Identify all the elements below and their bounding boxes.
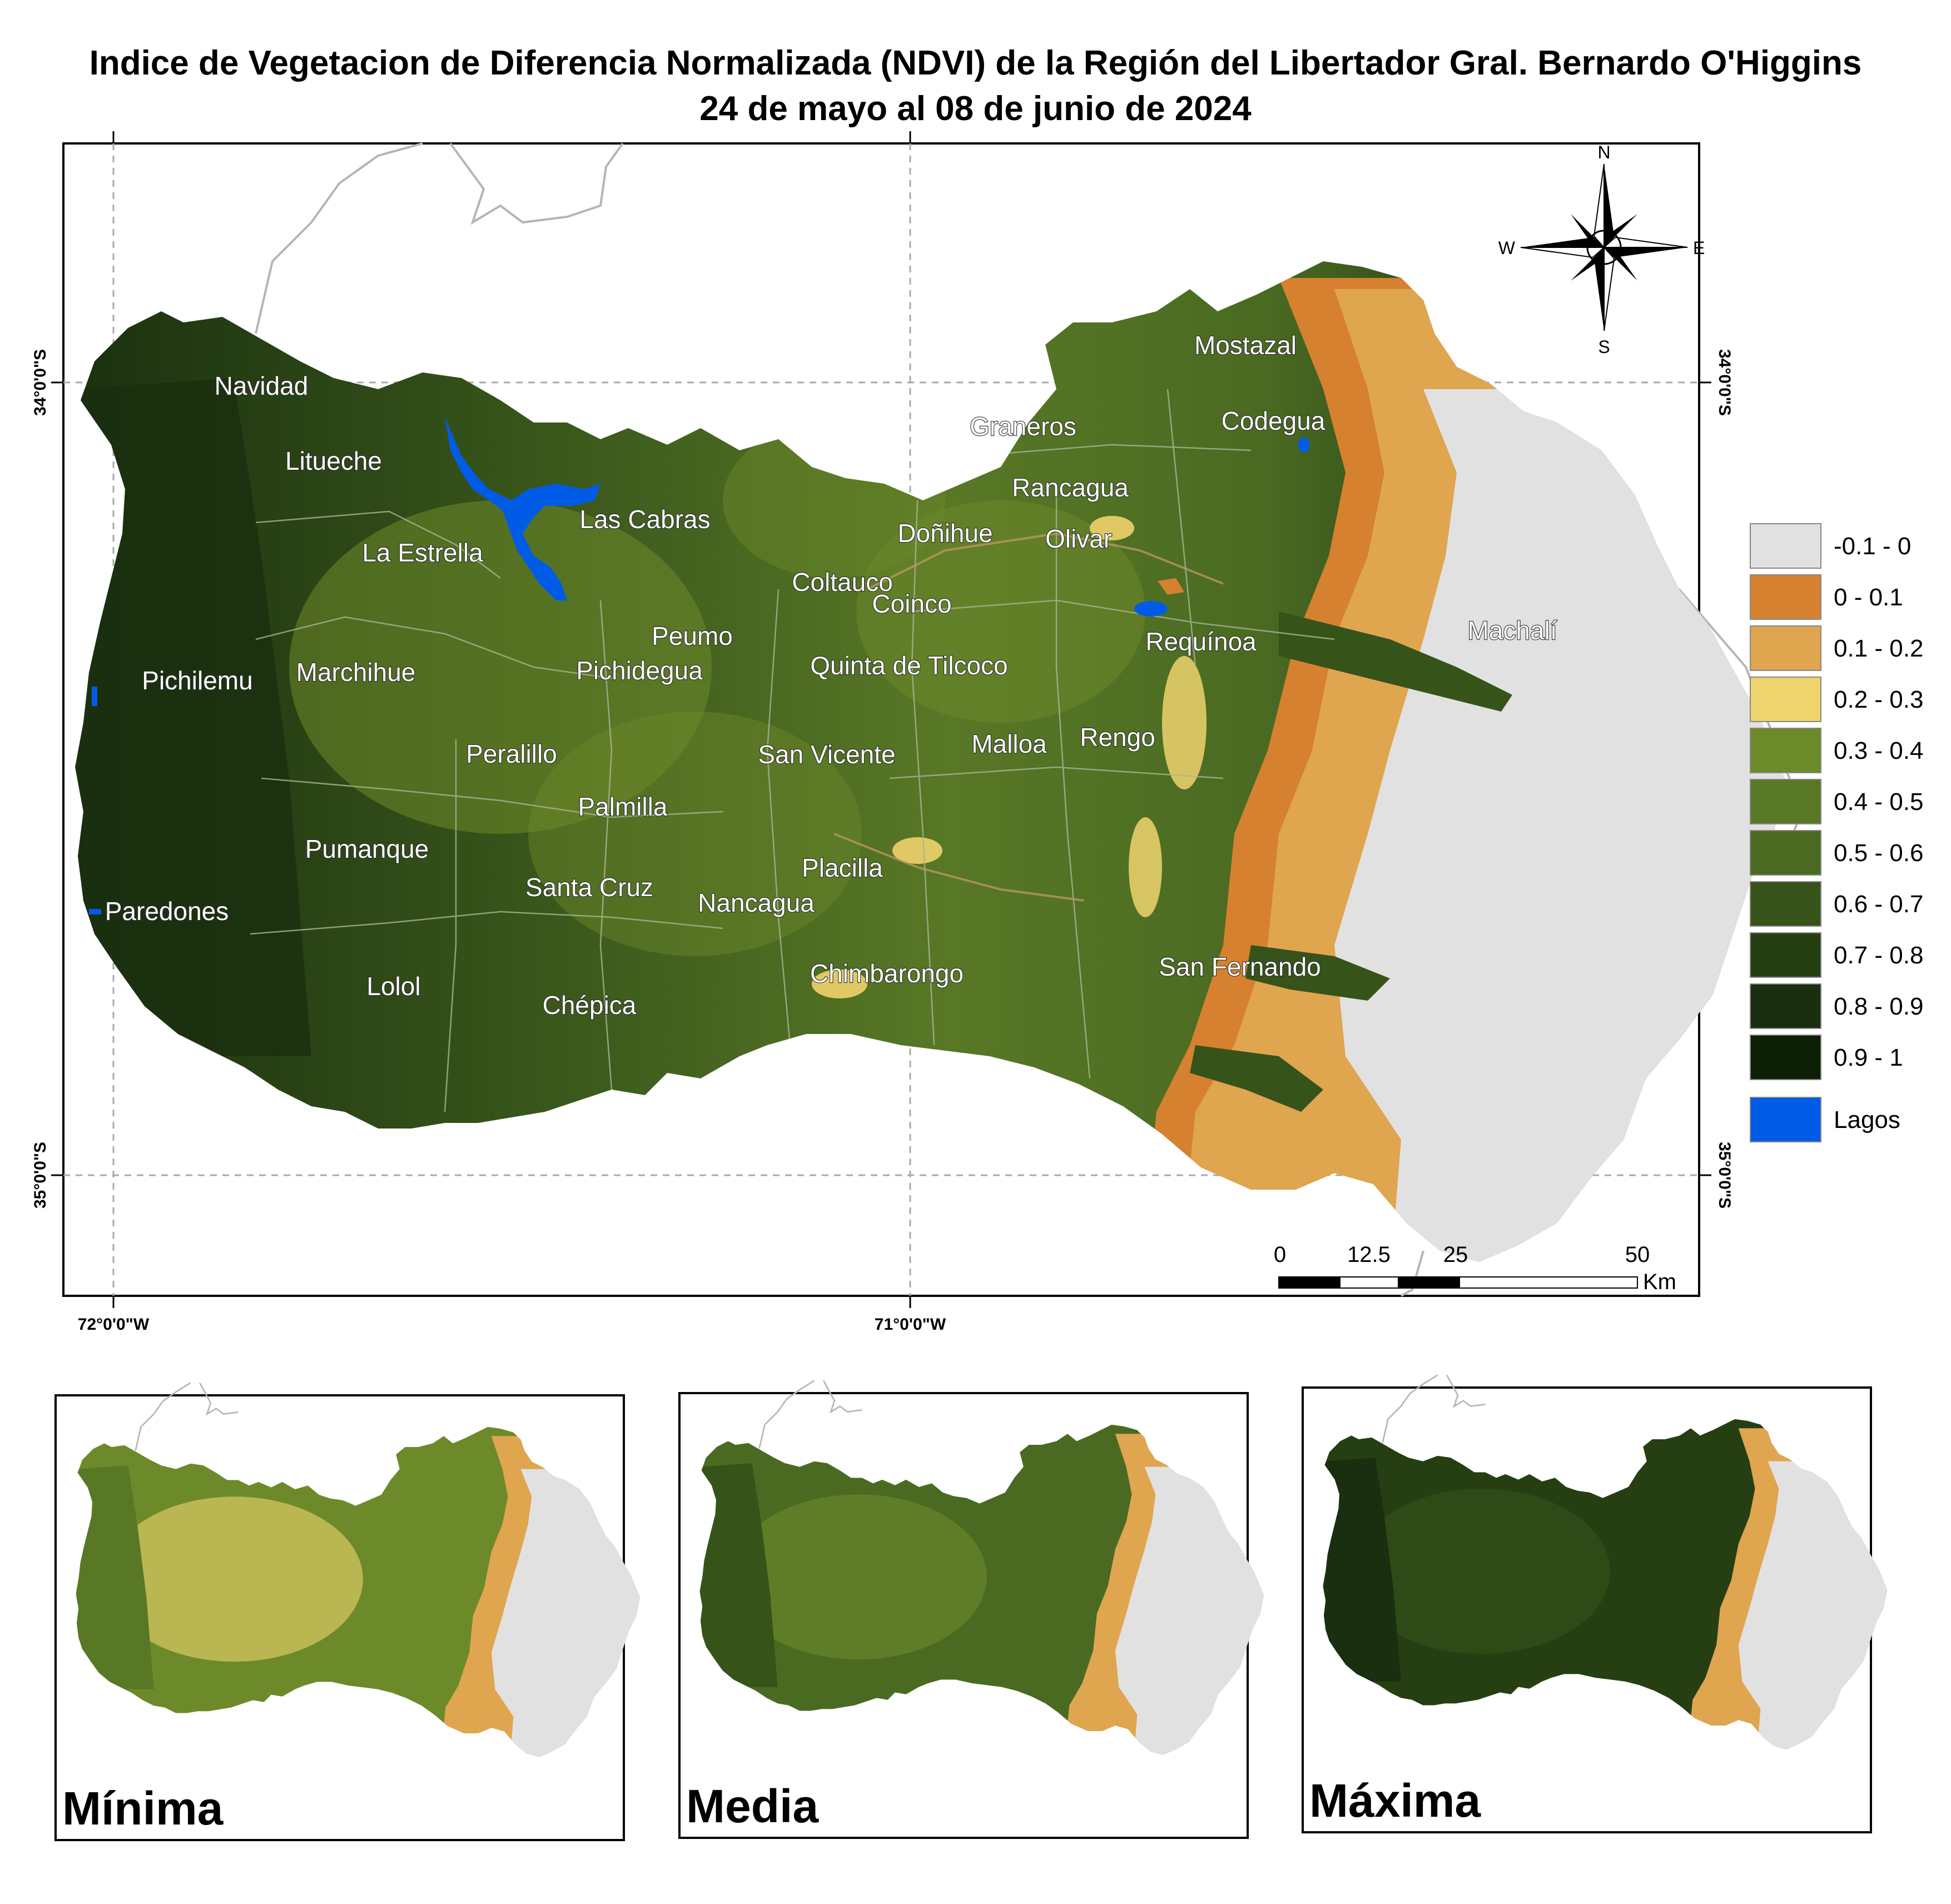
legend-swatch: [1750, 881, 1821, 927]
north-arrow-icon: N S E W: [1498, 142, 1705, 357]
scale-tick-0: 0: [1274, 1242, 1286, 1267]
legend: -0.1 - 0 0 - 0.1 0.1 - 0.2 0.2 - 0.3 0.3 - 0…: [1750, 523, 1923, 1142]
legend-label: 0.9 - 1: [1834, 1044, 1903, 1071]
commune-label: Pumanque: [305, 834, 429, 863]
legend-label: 0.2 - 0.3: [1834, 686, 1923, 713]
commune-label: San Vicente: [758, 740, 895, 769]
commune-label: Rancagua: [1012, 473, 1129, 502]
legend-swatch: [1750, 983, 1821, 1029]
lat-label-34-left: 34°0'0"S: [31, 349, 49, 416]
map-subtitle: 24 de mayo al 08 de junio de 2024: [699, 90, 1252, 128]
commune-label: Santa Cruz: [525, 873, 653, 902]
commune-label: Mostazal: [1194, 331, 1297, 360]
inset-label: Máxima: [1309, 1774, 1481, 1827]
commune-label: Paredones: [105, 897, 229, 926]
inset-map: Media: [678, 1380, 1264, 1839]
commune-label: Coinco: [872, 589, 951, 618]
inset-map: Máxima: [1302, 1374, 1888, 1833]
scale-tick-50: 50: [1625, 1242, 1650, 1267]
legend-swatch: [1750, 779, 1821, 824]
commune-label: Machalí: [1467, 616, 1557, 645]
commune-label: Lolol: [366, 972, 420, 1001]
commune-label: Rengo: [1080, 723, 1155, 752]
legend-label: Lagos: [1834, 1106, 1900, 1134]
commune-label: Peumo: [652, 622, 733, 650]
commune-label: Malloa: [971, 729, 1047, 758]
legend-label: 0.4 - 0.5: [1834, 788, 1923, 816]
lon-label-71: 71°0'0"W: [875, 1315, 946, 1334]
legend-swatch: [1750, 523, 1821, 569]
legend-swatch: [1750, 625, 1821, 671]
lat-label-35-right: 35°0'0"S: [1715, 1142, 1734, 1209]
legend-label: 0.1 - 0.2: [1834, 635, 1923, 662]
inset-label: Media: [686, 1780, 819, 1832]
commune-label: Pichidegua: [576, 656, 703, 685]
commune-label: La Estrella: [362, 538, 483, 567]
commune-labels: Navidad Litueche La Estrella Las Cabras Pich…: [105, 330, 1558, 1020]
commune-label: Chépica: [543, 991, 637, 1020]
commune-label: Chimbarongo: [810, 959, 964, 988]
legend-label: -0.1 - 0: [1834, 533, 1911, 560]
lakes: [89, 417, 1309, 914]
lat-label-35-left: 35°0'0"S: [31, 1142, 49, 1209]
commune-label: Peralillo: [466, 739, 557, 768]
legend-label: 0.8 - 0.9: [1834, 993, 1923, 1020]
legend-label: 0.5 - 0.6: [1834, 839, 1923, 867]
legend-label: 0.6 - 0.7: [1834, 891, 1923, 918]
scale-unit: Km: [1643, 1270, 1676, 1294]
commune-label: Litueche: [285, 446, 382, 475]
commune-label: Placilla: [802, 853, 883, 882]
inset-map: Mínima: [54, 1382, 641, 1841]
legend-swatch: [1750, 1035, 1821, 1080]
legend-swatch: [1750, 677, 1821, 722]
commune-label: Requínoa: [1145, 627, 1257, 656]
west-label: W: [1498, 238, 1516, 258]
map-title: Indice de Vegetacion de Diferencia Norma…: [89, 44, 1862, 82]
commune-label: Codegua: [1222, 406, 1326, 435]
commune-label: Pichilemu: [142, 666, 252, 695]
south-label: S: [1598, 337, 1610, 357]
scale-bar: 0 12.5 25 50 Km: [1274, 1242, 1676, 1294]
commune-label: Palmilla: [578, 792, 667, 821]
lat-label-34-right: 34°0'0"S: [1715, 349, 1734, 416]
legend-label: 0.7 - 0.8: [1834, 942, 1923, 969]
lon-label-72: 72°0'0"W: [78, 1315, 150, 1334]
scale-tick-12-5: 12.5: [1347, 1242, 1391, 1267]
legend-label: 0.3 - 0.4: [1834, 737, 1923, 764]
legend-swatch: [1750, 728, 1821, 773]
legend-swatch: [1750, 932, 1821, 978]
commune-label: Nancagua: [698, 888, 815, 917]
commune-label: Graneros: [970, 412, 1076, 441]
inset-maps: Mínima Media Máxima: [54, 1374, 1888, 1841]
legend-swatch: [1750, 1097, 1821, 1142]
graticule-ticks: [51, 131, 1711, 1308]
legend-swatch: [1750, 574, 1821, 620]
east-label: E: [1693, 238, 1705, 258]
legend-label: 0 - 0.1: [1834, 584, 1903, 611]
legend-swatch: [1750, 830, 1821, 876]
scale-tick-25: 25: [1443, 1242, 1468, 1267]
commune-label: Las Cabras: [579, 505, 710, 534]
commune-label: Doñihue: [897, 519, 992, 548]
commune-label: Olivar: [1045, 524, 1112, 553]
commune-label: San Fernando: [1159, 952, 1321, 981]
commune-label: Quinta de Tilcoco: [810, 651, 1007, 680]
commune-label: Navidad: [215, 371, 309, 400]
commune-label: Coltauco: [792, 568, 893, 596]
commune-label: Marchihue: [296, 658, 416, 687]
inset-label: Mínima: [62, 1782, 224, 1835]
north-label: N: [1597, 142, 1610, 162]
urban-patch: [1158, 578, 1184, 595]
